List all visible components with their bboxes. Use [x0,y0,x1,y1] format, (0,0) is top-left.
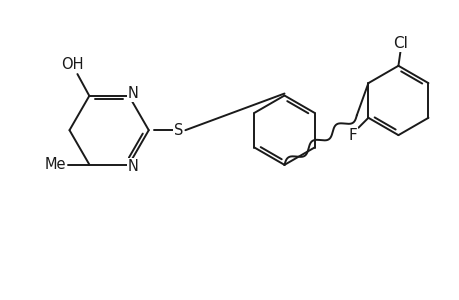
Text: Cl: Cl [392,37,407,52]
Text: F: F [347,128,356,143]
Text: N: N [127,86,138,101]
Text: Me: Me [45,157,66,172]
Text: S: S [174,123,183,138]
Text: N: N [127,159,138,174]
Text: OH: OH [61,57,84,72]
